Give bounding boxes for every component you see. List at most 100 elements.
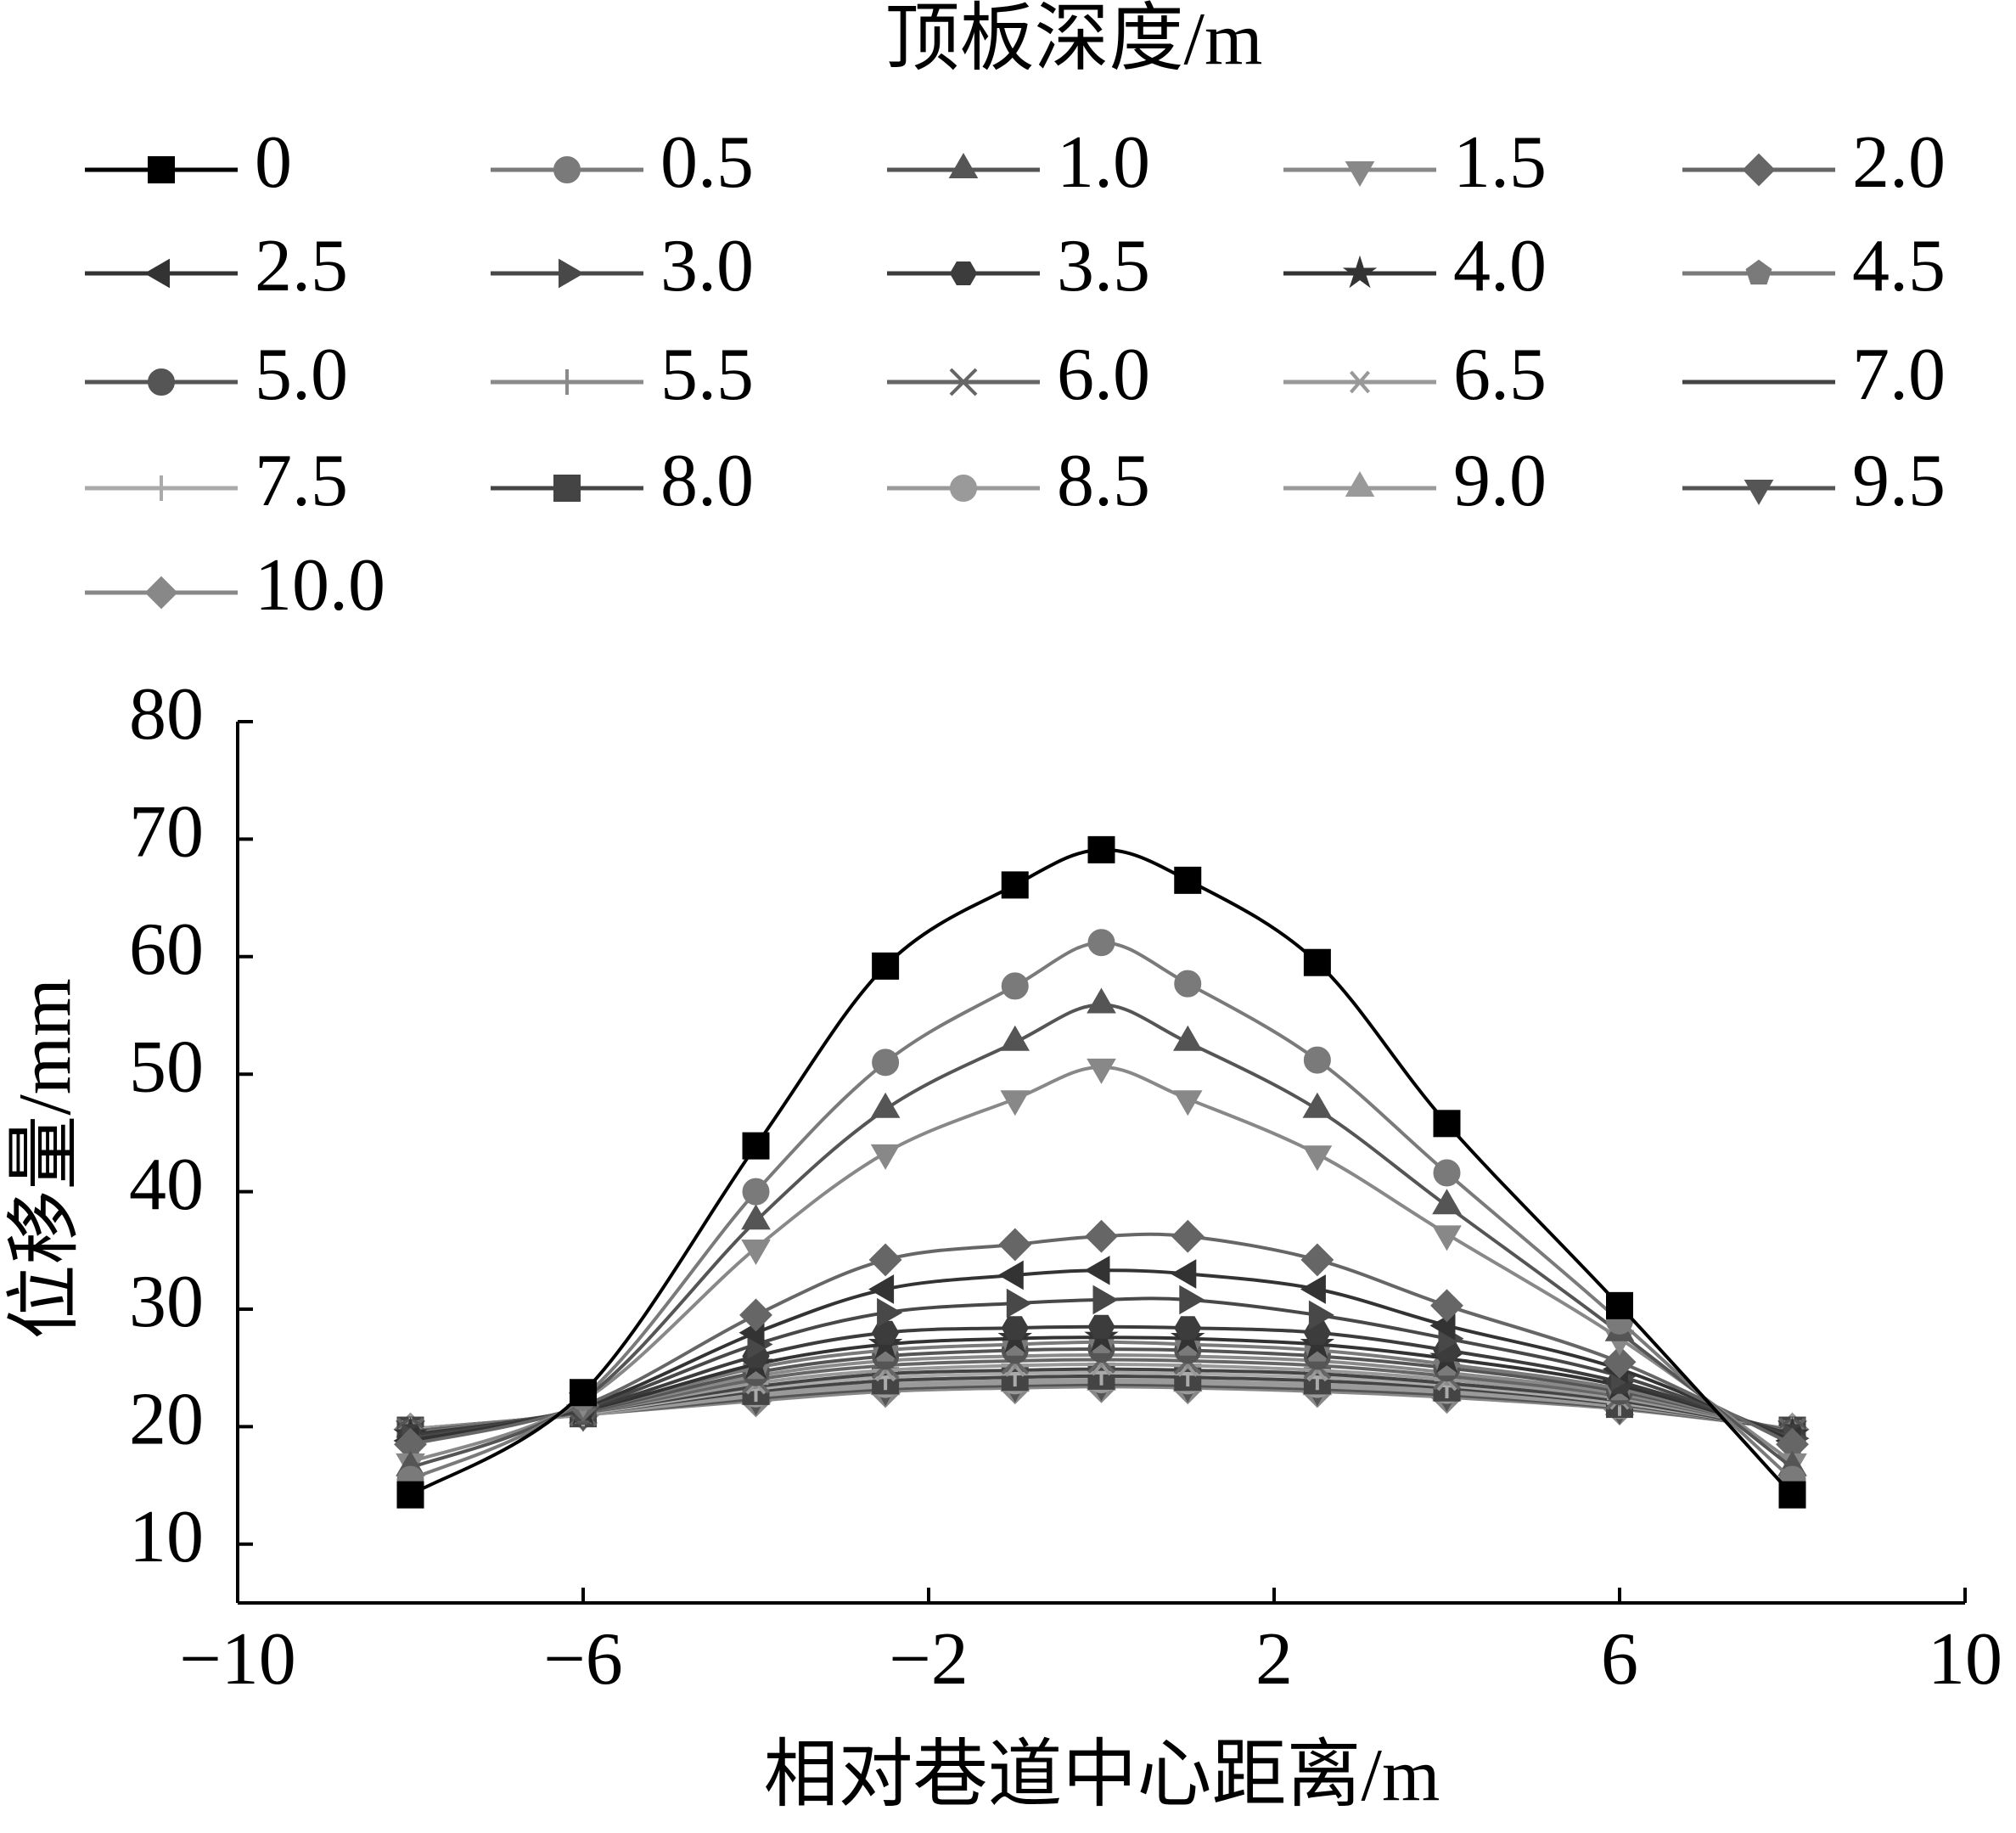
legend-label: 3.5 — [1057, 225, 1150, 307]
y-axis-label: 位移量/mm — [4, 978, 87, 1339]
marker — [570, 1379, 597, 1407]
marker — [872, 1049, 900, 1077]
marker — [1432, 1225, 1462, 1251]
marker — [1087, 1314, 1115, 1339]
legend-item: 10.0 — [85, 544, 385, 627]
marker — [998, 1228, 1032, 1262]
marker — [1001, 871, 1029, 899]
marker — [1087, 987, 1116, 1014]
legend-label: 5.0 — [255, 334, 348, 416]
legend-item: 9.0 — [1283, 440, 1547, 522]
marker — [1308, 1300, 1334, 1330]
legend-label: 10.0 — [255, 544, 385, 627]
legend-item: 6.5 — [1283, 334, 1547, 416]
legend-label: 9.5 — [1852, 440, 1946, 522]
y-tick-label: 30 — [129, 1261, 204, 1343]
marker — [1778, 1481, 1806, 1509]
marker — [1345, 471, 1375, 497]
marker — [1347, 370, 1373, 394]
legend-item: 0 — [85, 121, 292, 204]
marker — [1430, 1289, 1463, 1323]
y-tick-label: 10 — [129, 1496, 204, 1578]
marker — [1085, 1219, 1118, 1253]
x-tick-label: −2 — [889, 1618, 969, 1701]
marker — [553, 156, 581, 183]
x-tick-label: 6 — [1601, 1618, 1638, 1701]
marker — [877, 1297, 903, 1328]
marker — [1172, 1090, 1203, 1116]
x-tick-label: −10 — [179, 1618, 296, 1701]
marker — [870, 1092, 901, 1118]
marker — [1092, 1285, 1119, 1315]
y-tick-label: 40 — [129, 1144, 204, 1226]
marker — [1171, 1219, 1205, 1253]
marker — [742, 1132, 770, 1160]
marker — [1300, 1243, 1334, 1277]
legend-item: 0.5 — [491, 121, 754, 204]
marker — [1000, 1025, 1030, 1051]
marker — [1433, 1110, 1461, 1138]
legend-item: 6.0 — [887, 334, 1150, 416]
legend-item: 9.5 — [1682, 440, 1946, 522]
marker — [1744, 480, 1774, 505]
marker — [1087, 835, 1115, 863]
marker — [949, 261, 978, 285]
marker — [148, 156, 175, 183]
marker — [1303, 1320, 1332, 1345]
marker — [871, 1320, 900, 1345]
legend-item: 7.5 — [85, 440, 348, 522]
legend-item: 3.0 — [491, 225, 754, 307]
legend-label: 3.0 — [660, 225, 754, 307]
y-tick-label: 50 — [129, 1026, 204, 1108]
x-tick-label: −6 — [543, 1618, 623, 1701]
marker — [741, 1204, 771, 1230]
legend-label: 6.0 — [1057, 334, 1150, 416]
marker — [997, 1260, 1024, 1290]
x-tick-label: 10 — [1928, 1618, 2002, 1701]
marker — [149, 475, 174, 501]
marker — [739, 1298, 772, 1332]
marker — [144, 576, 178, 610]
marker — [1000, 1090, 1030, 1116]
legend-label: 4.5 — [1852, 225, 1946, 307]
marker — [1171, 1259, 1197, 1289]
legend-label: 1.5 — [1453, 121, 1547, 204]
marker — [1303, 948, 1331, 976]
marker — [1087, 1058, 1116, 1084]
marker — [1302, 1092, 1333, 1118]
marker — [1001, 972, 1029, 1000]
marker — [1174, 970, 1202, 998]
legend-item: 1.5 — [1283, 121, 1547, 204]
legend-label: 0 — [255, 121, 292, 204]
marker — [948, 153, 979, 178]
x-axis-label: 相对巷道中心距离/m — [764, 1735, 1440, 1817]
legend-label: 6.5 — [1453, 334, 1547, 416]
y-tick-label: 70 — [129, 791, 204, 874]
legend-item: 4.0 — [1283, 225, 1547, 307]
series-line — [410, 1367, 1793, 1433]
legend-item: 2.0 — [1682, 121, 1946, 204]
marker — [742, 1178, 770, 1206]
marker — [1432, 1189, 1462, 1215]
legend-item: 2.5 — [85, 225, 348, 307]
marker — [868, 1274, 895, 1304]
marker — [1345, 161, 1375, 187]
legend-label: 7.5 — [255, 440, 348, 522]
legend-label: 7.0 — [1852, 334, 1946, 416]
marker — [1606, 1291, 1633, 1319]
marker — [554, 369, 580, 395]
legend-item: 3.5 — [887, 225, 1150, 307]
marker — [559, 258, 584, 289]
legend-item: 1.0 — [887, 121, 1150, 204]
marker — [553, 475, 581, 502]
marker — [1006, 1288, 1032, 1319]
marker — [1084, 1255, 1110, 1285]
marker — [1172, 1025, 1203, 1051]
marker — [950, 475, 977, 502]
marker — [1603, 1345, 1637, 1379]
marker — [1300, 1274, 1326, 1304]
y-tick-label: 20 — [129, 1379, 204, 1461]
marker — [868, 1243, 902, 1277]
